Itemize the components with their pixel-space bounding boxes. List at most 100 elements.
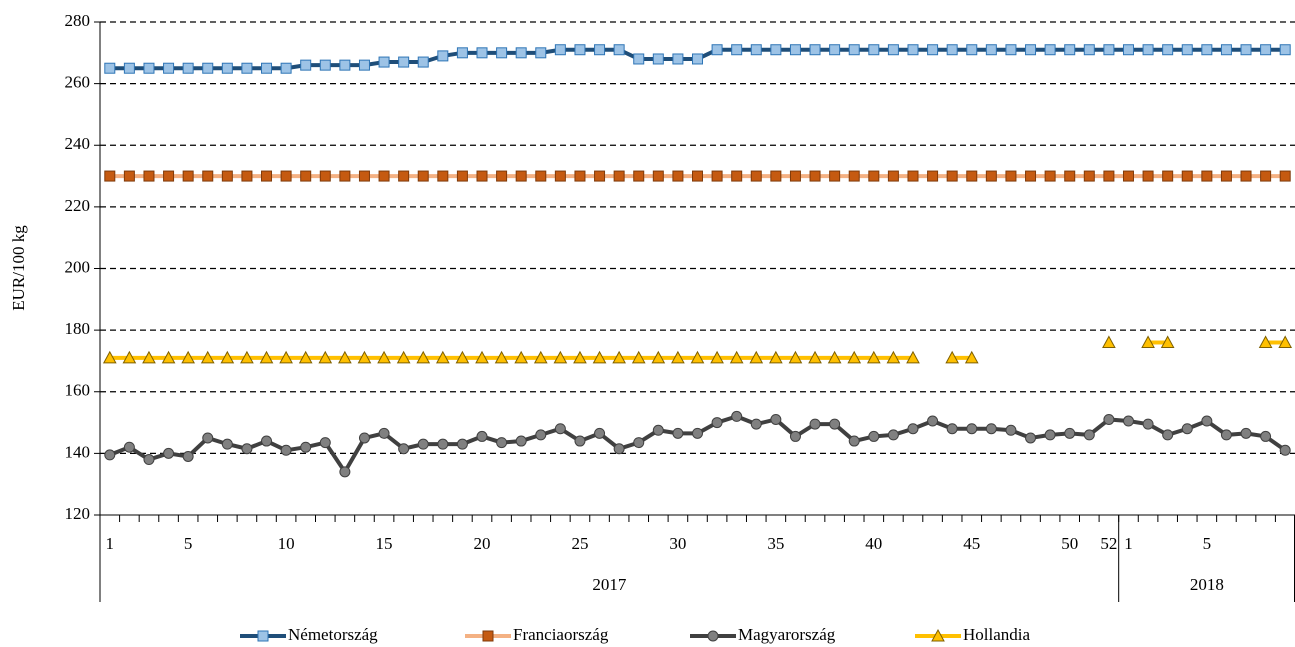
data-point [455, 350, 470, 364]
data-point [1279, 170, 1291, 182]
data-point [985, 44, 997, 56]
x-tick-label: 10 [278, 534, 295, 553]
data-point [1181, 44, 1193, 56]
data-point [809, 44, 821, 56]
data-point [300, 170, 312, 182]
data-point [240, 350, 254, 364]
data-point [1103, 413, 1115, 425]
data-point [358, 170, 370, 182]
data-point [496, 437, 508, 449]
data-point [868, 44, 880, 56]
data-point [398, 170, 410, 182]
data-point [1083, 429, 1095, 441]
data-point [261, 170, 273, 182]
legend-marker [707, 630, 719, 642]
data-point [1220, 44, 1232, 56]
data-point [809, 170, 821, 182]
data-point [437, 170, 449, 182]
data-point [1220, 429, 1232, 441]
data-point [358, 59, 370, 71]
data-point [280, 170, 292, 182]
x-tick-label: 1 [106, 534, 115, 553]
data-point [711, 170, 723, 182]
data-point [319, 170, 331, 182]
data-point [533, 350, 548, 364]
data-point [985, 170, 997, 182]
x-tick-label: 5 [1203, 534, 1212, 553]
data-point [985, 423, 997, 435]
data-point [574, 435, 586, 447]
data-point [1141, 335, 1155, 348]
data-point [1201, 170, 1213, 182]
data-point [417, 438, 429, 450]
data-point [809, 418, 821, 430]
data-point [594, 170, 606, 182]
data-point [318, 350, 333, 364]
data-point [339, 59, 351, 71]
data-point [1044, 170, 1056, 182]
data-point [907, 423, 919, 435]
data-point [946, 423, 958, 435]
data-point [907, 170, 919, 182]
data-point [633, 170, 645, 182]
data-point [848, 170, 860, 182]
y-axis-label: EUR/100 kg [9, 225, 28, 311]
data-point [672, 170, 684, 182]
data-point [1181, 423, 1193, 435]
data-point [672, 427, 684, 439]
data-point [122, 350, 137, 364]
data-point [966, 423, 978, 435]
legend-label: Németország [288, 625, 378, 644]
data-point [887, 429, 899, 441]
data-point [848, 435, 860, 447]
data-point [515, 170, 527, 182]
data-point [437, 50, 449, 62]
data-point [692, 427, 703, 439]
data-point [319, 437, 331, 449]
data-point [594, 44, 606, 56]
group-label: 2018 [1190, 575, 1224, 594]
data-point [1044, 429, 1056, 441]
data-point [396, 350, 411, 364]
data-point [280, 444, 292, 456]
data-point [829, 44, 841, 56]
y-tick-label: 180 [65, 319, 91, 338]
data-point [456, 170, 468, 182]
data-point [887, 44, 899, 56]
data-point [710, 350, 724, 364]
data-point [456, 438, 468, 450]
legend-marker [482, 630, 494, 642]
data-point [1260, 170, 1272, 182]
data-point [259, 350, 274, 364]
data-point [651, 350, 666, 364]
data-point [906, 350, 920, 364]
data-point [1122, 44, 1134, 56]
data-point [927, 170, 939, 182]
data-point [515, 435, 527, 447]
data-point [143, 170, 155, 182]
y-tick-label: 140 [65, 442, 91, 461]
data-point [729, 350, 744, 364]
data-point [163, 62, 175, 74]
data-point [573, 350, 587, 364]
data-point [123, 441, 135, 453]
y-tick-label: 220 [65, 196, 91, 215]
data-point [494, 350, 509, 364]
data-point [496, 47, 508, 59]
data-point [1103, 44, 1115, 56]
data-point [848, 44, 860, 56]
group-label: 2017 [592, 575, 627, 594]
data-point [1025, 432, 1037, 444]
data-point [574, 44, 586, 56]
data-point [1220, 170, 1232, 182]
data-point [1260, 430, 1272, 442]
data-point [613, 443, 625, 455]
data-point [652, 53, 664, 65]
data-point [202, 62, 214, 74]
data-point [554, 423, 566, 435]
data-point [143, 62, 155, 74]
data-point [182, 62, 194, 74]
data-point [789, 430, 801, 442]
data-point [907, 44, 919, 56]
